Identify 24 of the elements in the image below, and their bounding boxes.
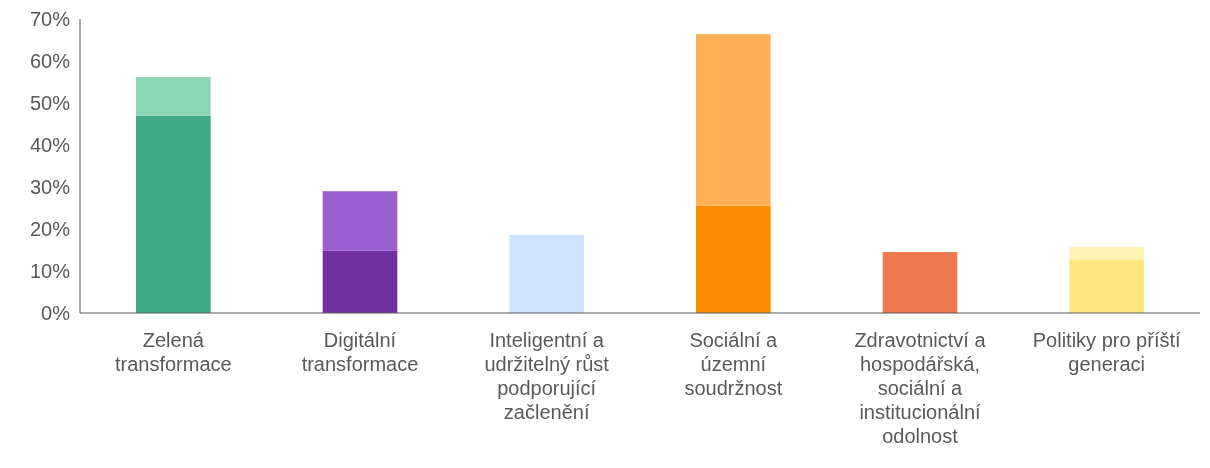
bar bbox=[882, 252, 958, 313]
bar bbox=[136, 76, 211, 116]
x-tick-label: Inteligentní a udržitelný růst podporující začlenění bbox=[484, 329, 610, 423]
y-tick-label: 30% bbox=[29, 176, 71, 198]
bar bbox=[322, 191, 398, 251]
y-tick-label: 10% bbox=[29, 260, 71, 282]
y-tick-label: 20% bbox=[29, 218, 71, 240]
y-tick-label: 50% bbox=[29, 92, 71, 114]
bar bbox=[696, 205, 771, 313]
x-tick-label: Zdravotnictví a hospodářská, sociální a institucionální odolnost bbox=[854, 329, 987, 447]
bar bbox=[322, 250, 398, 313]
y-tick-label: 70% bbox=[29, 8, 71, 30]
y-tick-label: 40% bbox=[29, 134, 71, 156]
bar bbox=[509, 234, 584, 313]
y-tick-label: 0% bbox=[41, 302, 71, 324]
x-tick-label: Zelená transformace bbox=[114, 329, 232, 375]
x-tick-label: Politiky pro příští generaci bbox=[1032, 329, 1182, 375]
bar bbox=[696, 34, 771, 206]
x-tick-label: Sociální a územní soudržnost bbox=[684, 329, 783, 399]
y-tick-label: 60% bbox=[29, 50, 71, 72]
bar bbox=[136, 115, 211, 313]
bar bbox=[1069, 247, 1144, 261]
x-tick-label: Digitální transformace bbox=[301, 329, 419, 375]
bar bbox=[1069, 260, 1144, 313]
